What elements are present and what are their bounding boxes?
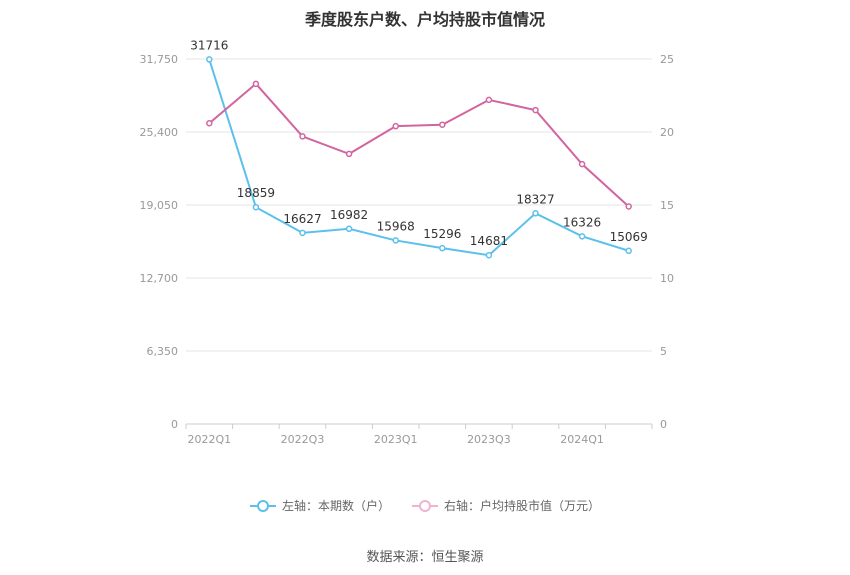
data-label: 16326	[563, 215, 601, 229]
right-axis-tick-label: 5	[660, 345, 667, 358]
data-point	[485, 96, 493, 104]
right-axis-tick-label: 20	[660, 126, 674, 139]
left-axis-tick-label: 6,350	[147, 345, 179, 358]
legend-item-households[interactable]: 左轴：本期数（户）	[249, 497, 390, 514]
left-axis-tick-label: 12,700	[140, 272, 179, 285]
data-point	[439, 244, 446, 252]
legend-line-marker-icon	[249, 499, 276, 513]
data-point	[299, 133, 306, 140]
x-axis-tick-label: 2022Q3	[281, 433, 325, 446]
data-point	[578, 233, 586, 240]
data-point	[485, 251, 493, 259]
legend-label-avg-value: 右轴：户均持股市值（万元）	[444, 499, 601, 513]
legend-line-marker-icon	[412, 499, 438, 513]
data-label: 18859	[237, 186, 275, 200]
left-axis-tick-label: 19,050	[140, 199, 179, 212]
data-point	[532, 106, 539, 114]
legend-item-avg-value[interactable]: 右轴：户均持股市值（万元）	[412, 497, 600, 514]
x-axis-tick-label: 2023Q1	[374, 433, 418, 446]
data-point	[625, 247, 632, 255]
x-axis-tick-label: 2022Q1	[187, 433, 231, 446]
data-point	[345, 225, 353, 233]
data-label: 15968	[377, 219, 415, 233]
data-point	[206, 56, 213, 63]
data-label: 14681	[470, 234, 508, 248]
chart-legend: 左轴：本期数（户） 右轴：户均持股市值（万元）	[0, 497, 850, 514]
data-point	[252, 80, 260, 88]
chart-title: 季度股东户数、户均持股市值情况	[304, 10, 545, 29]
data-label: 15069	[610, 230, 648, 244]
data-point	[392, 237, 399, 244]
x-axis-tick-label: 2023Q3	[467, 433, 511, 446]
data-point	[206, 119, 213, 127]
data-label: 18327	[516, 192, 554, 206]
data-label: 31716	[190, 38, 228, 52]
data-point	[392, 122, 399, 130]
data-point	[252, 203, 260, 211]
right-axis-tick-label: 0	[660, 418, 667, 431]
data-source: 数据来源：恒生聚源	[366, 550, 484, 565]
left-axis-tick-label: 25,400	[140, 126, 179, 139]
left-axis-tick-label: 31,750	[140, 53, 179, 66]
left-axis-tick-label: 0	[171, 418, 178, 431]
data-label: 15296	[423, 227, 461, 241]
x-axis-tick-label: 2024Q1	[560, 433, 604, 446]
data-point	[345, 150, 353, 158]
data-label: 16627	[283, 212, 321, 226]
series-line-avg-value	[208, 82, 630, 208]
legend-label-households: 左轴：本期数（户）	[281, 499, 390, 513]
series-line-households	[208, 59, 629, 257]
data-point	[625, 203, 632, 210]
right-axis-tick-label: 25	[660, 53, 674, 66]
data-point	[532, 210, 539, 217]
data-label: 16982	[330, 208, 368, 222]
data-point	[299, 229, 306, 237]
right-axis-tick-label: 10	[660, 272, 674, 285]
right-axis-tick-label: 15	[660, 199, 674, 212]
data-point	[578, 160, 586, 168]
data-point	[439, 121, 446, 128]
